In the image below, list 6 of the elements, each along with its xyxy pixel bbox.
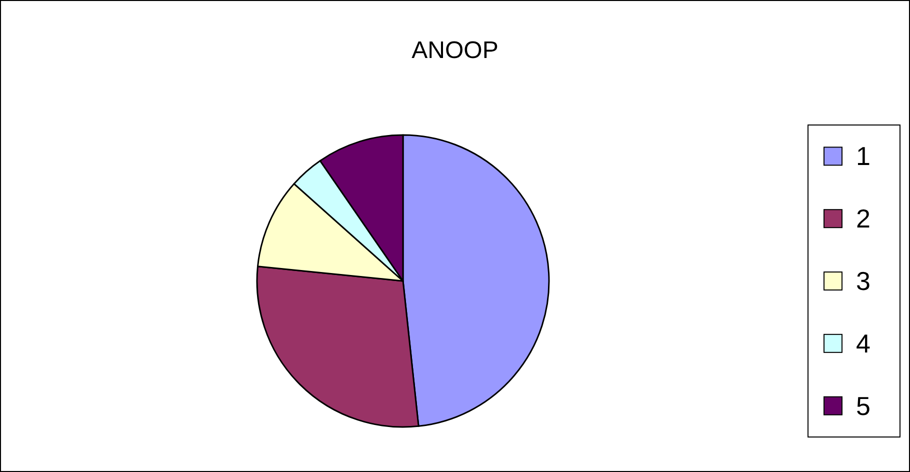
legend-label: 2 — [856, 204, 870, 234]
legend-label: 4 — [856, 328, 870, 358]
legend-label: 3 — [856, 266, 870, 296]
chart-title: ANOOP — [412, 37, 498, 64]
legend-label: 5 — [856, 390, 870, 421]
legend-label: 1 — [856, 141, 870, 172]
